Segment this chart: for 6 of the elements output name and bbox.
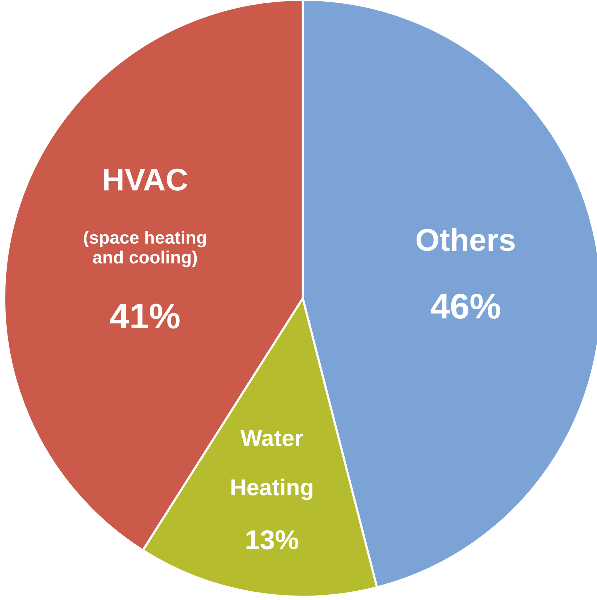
category-label: HVAC (space heating and cooling) (84, 168, 206, 268)
slice-label: Others (416, 228, 515, 252)
data-label: 13% (246, 530, 299, 550)
data-label: 46% (430, 294, 500, 320)
category-label: Water Heating (232, 430, 313, 500)
data-label: 41% (110, 304, 180, 329)
